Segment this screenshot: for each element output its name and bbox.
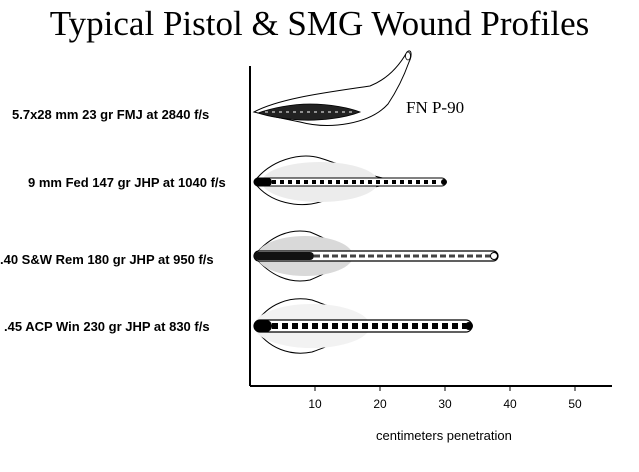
row-label-45acp: .45 ACP Win 230 gr JHP at 830 f/s — [4, 319, 210, 334]
wound-profile-45acp — [253, 298, 473, 354]
x-tick-label-40: 40 — [503, 397, 517, 411]
wound-profile-40sw — [253, 230, 499, 282]
wound-profile-9mm — [253, 155, 447, 205]
x-axis-ticks: 10 20 30 40 50 — [308, 386, 582, 411]
x-tick-label-20: 20 — [373, 397, 387, 411]
x-axis-title: centimeters penetration — [376, 428, 512, 443]
row-label-5-7x28: 5.7x28 mm 23 gr FMJ at 2840 f/s — [12, 107, 210, 122]
row-label-40sw: .40 S&W Rem 180 gr JHP at 950 f/s — [0, 252, 214, 267]
x-tick-label-10: 10 — [308, 397, 322, 411]
page-title: Typical Pistol & SMG Wound Profiles — [49, 4, 590, 43]
row-label-9mm: 9 mm Fed 147 gr JHP at 1040 f/s — [28, 175, 226, 190]
fn-p90-annotation: FN P-90 — [406, 98, 465, 117]
wound-profile-5-7x28 — [252, 50, 412, 126]
x-tick-label-30: 30 — [438, 397, 452, 411]
x-tick-label-50: 50 — [568, 397, 582, 411]
